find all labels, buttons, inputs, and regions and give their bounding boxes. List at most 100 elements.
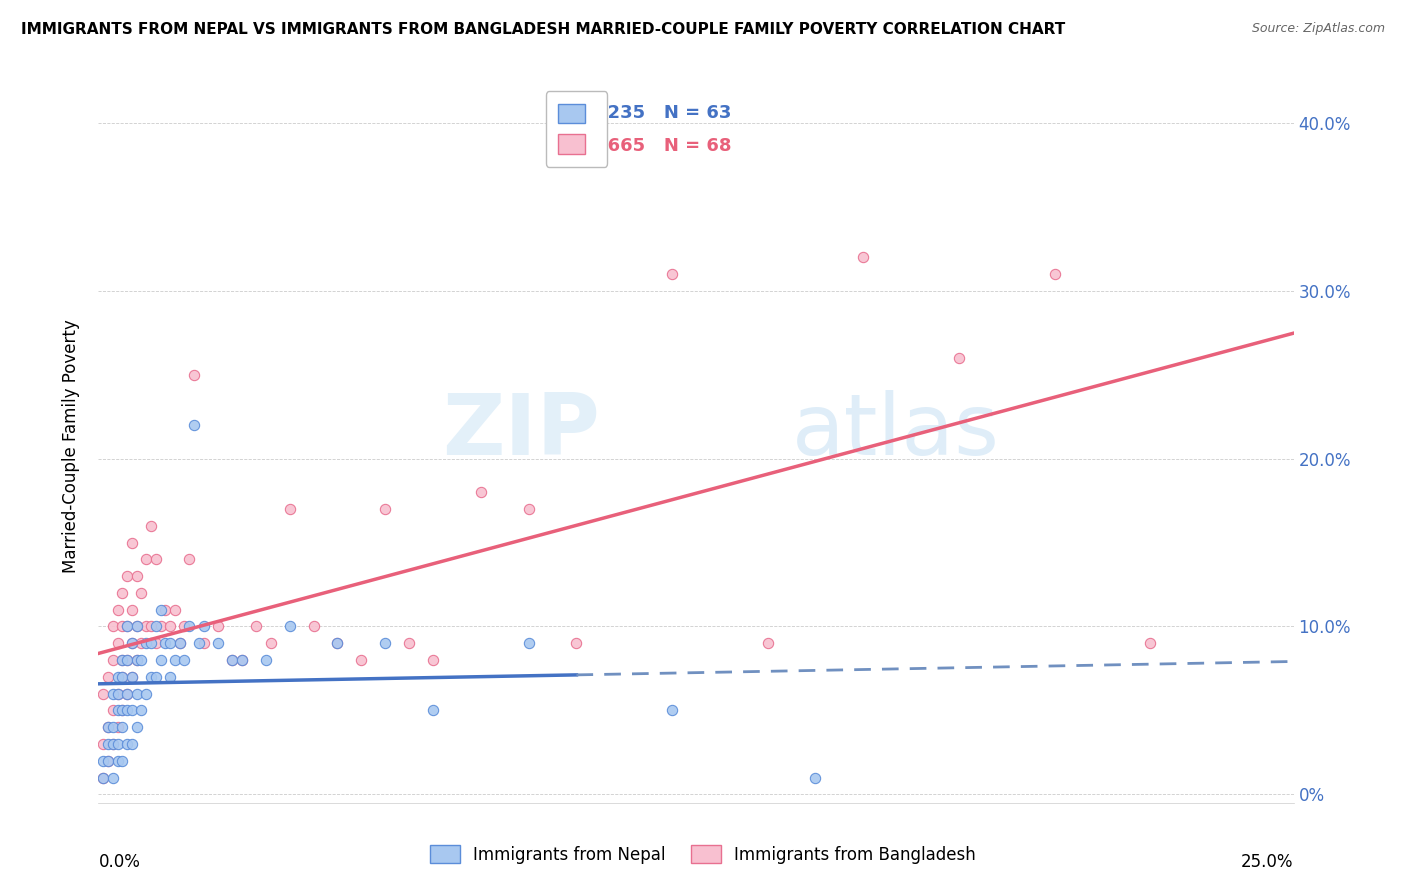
Point xyxy=(207,619,229,633)
Point xyxy=(125,569,148,583)
Point xyxy=(115,687,138,701)
Point xyxy=(115,653,138,667)
Point xyxy=(326,636,349,650)
Point xyxy=(173,653,195,667)
Point xyxy=(101,703,124,717)
Point xyxy=(101,737,124,751)
Point xyxy=(97,720,120,734)
Point xyxy=(101,737,124,751)
Point xyxy=(101,619,124,633)
Point xyxy=(169,636,191,650)
Point xyxy=(107,636,129,650)
Point xyxy=(131,636,153,650)
Point xyxy=(169,636,191,650)
Point xyxy=(302,619,325,633)
Y-axis label: Married-Couple Family Poverty: Married-Couple Family Poverty xyxy=(62,319,80,573)
Point xyxy=(115,737,138,751)
Point xyxy=(374,502,396,516)
Point xyxy=(179,552,201,566)
Point xyxy=(91,754,114,768)
Point xyxy=(804,771,827,785)
Point xyxy=(115,619,138,633)
Point xyxy=(111,754,134,768)
Legend: , : , xyxy=(546,91,607,167)
Point xyxy=(125,687,148,701)
Point xyxy=(107,687,129,701)
Point xyxy=(111,619,134,633)
Text: IMMIGRANTS FROM NEPAL VS IMMIGRANTS FROM BANGLADESH MARRIED-COUPLE FAMILY POVERT: IMMIGRANTS FROM NEPAL VS IMMIGRANTS FROM… xyxy=(21,22,1066,37)
Point xyxy=(139,636,162,650)
Point xyxy=(259,636,281,650)
Point xyxy=(107,687,129,701)
Point xyxy=(115,703,138,717)
Point xyxy=(111,653,134,667)
Point xyxy=(159,619,181,633)
Point xyxy=(398,636,420,650)
Point xyxy=(121,670,143,684)
Point xyxy=(183,368,205,382)
Point xyxy=(374,636,396,650)
Point xyxy=(107,720,129,734)
Point xyxy=(183,417,205,432)
Text: R = 0.665   N = 68: R = 0.665 N = 68 xyxy=(547,136,731,154)
Point xyxy=(254,653,277,667)
Point xyxy=(278,502,301,516)
Text: 25.0%: 25.0% xyxy=(1241,853,1294,871)
Point xyxy=(565,636,588,650)
Point xyxy=(121,636,143,650)
Point xyxy=(470,485,492,500)
Point xyxy=(131,653,153,667)
Point xyxy=(135,636,157,650)
Point xyxy=(139,518,162,533)
Point xyxy=(221,653,243,667)
Point xyxy=(179,619,201,633)
Point xyxy=(125,653,148,667)
Point xyxy=(661,267,683,281)
Point xyxy=(125,653,148,667)
Point xyxy=(111,653,134,667)
Point xyxy=(107,670,129,684)
Point xyxy=(121,603,143,617)
Point xyxy=(187,636,209,650)
Point xyxy=(121,670,143,684)
Point xyxy=(115,569,138,583)
Point xyxy=(97,720,120,734)
Point xyxy=(207,636,229,650)
Point xyxy=(149,653,172,667)
Text: R = 0.235   N = 63: R = 0.235 N = 63 xyxy=(547,103,731,121)
Point xyxy=(159,670,181,684)
Point xyxy=(91,771,114,785)
Point xyxy=(517,502,540,516)
Point xyxy=(91,771,114,785)
Point xyxy=(326,636,349,650)
Point xyxy=(111,720,134,734)
Point xyxy=(221,653,243,667)
Point xyxy=(231,653,253,667)
Point xyxy=(135,687,157,701)
Point xyxy=(145,619,167,633)
Point xyxy=(1139,636,1161,650)
Point xyxy=(121,636,143,650)
Point xyxy=(231,653,253,667)
Text: atlas: atlas xyxy=(792,390,1000,474)
Point xyxy=(193,619,215,633)
Text: ZIP: ZIP xyxy=(443,390,600,474)
Point xyxy=(107,737,129,751)
Point xyxy=(245,619,267,633)
Point xyxy=(115,687,138,701)
Point xyxy=(517,636,540,650)
Point xyxy=(135,619,157,633)
Point xyxy=(145,636,167,650)
Point xyxy=(97,754,120,768)
Point xyxy=(131,703,153,717)
Point xyxy=(125,619,148,633)
Point xyxy=(111,670,134,684)
Point xyxy=(145,552,167,566)
Point xyxy=(422,703,444,717)
Point xyxy=(97,737,120,751)
Legend: Immigrants from Nepal, Immigrants from Bangladesh: Immigrants from Nepal, Immigrants from B… xyxy=(423,838,983,871)
Point xyxy=(135,552,157,566)
Point xyxy=(91,687,114,701)
Point xyxy=(139,670,162,684)
Point xyxy=(155,603,177,617)
